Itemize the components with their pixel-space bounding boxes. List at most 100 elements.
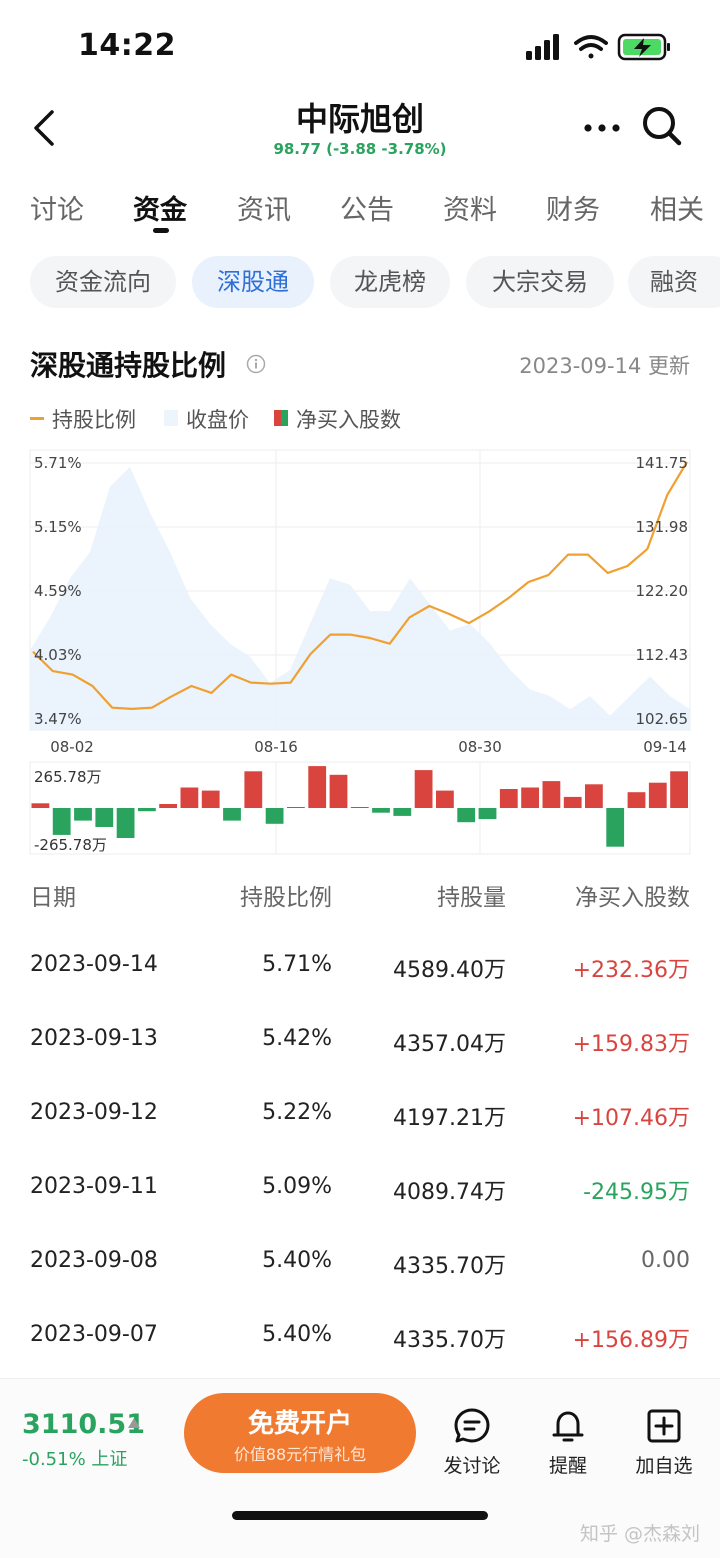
chip-margin[interactable]: 融资: [628, 256, 720, 308]
add-watchlist-button[interactable]: 加自选: [624, 1407, 704, 1478]
cell-net: 0.00: [641, 1248, 690, 1273]
cell-shares: 4197.21万: [393, 1106, 506, 1131]
post-discussion-button[interactable]: 发讨论: [432, 1407, 512, 1478]
th-date: 日期: [30, 885, 76, 911]
net-buy-bar: [244, 771, 263, 808]
net-buy-bar: [329, 774, 348, 808]
open-account-sublabel: 价值88元行情礼包: [233, 1445, 367, 1464]
cell-net: +107.46万: [572, 1106, 690, 1131]
legend-close: 收盘价: [186, 408, 249, 432]
cell-shares: 4357.04万: [393, 1032, 506, 1057]
net-buy-bar: [521, 787, 539, 808]
net-buy-bar: [457, 808, 476, 823]
bar-min-label: -265.78万: [34, 836, 107, 854]
x-tick-label: 08-02: [50, 738, 94, 756]
tab-profile[interactable]: 资料: [443, 195, 497, 226]
net-buy-bar: [670, 771, 688, 808]
chip-block-trade[interactable]: 大宗交易: [466, 256, 614, 308]
chip-dragon-tiger[interactable]: 龙虎榜: [330, 256, 450, 308]
net-buy-bar: [648, 782, 667, 808]
legend-ratio-swatch: [30, 417, 44, 420]
net-buy-bar: [74, 808, 92, 821]
cell-date: 2023-09-14: [30, 952, 158, 977]
net-buy-bar: [627, 792, 646, 808]
close-price-area: [30, 466, 690, 730]
cell-ratio: 5.40%: [262, 1248, 332, 1273]
alert-button[interactable]: 提醒: [528, 1407, 608, 1478]
x-tick-label: 09-14: [643, 738, 687, 756]
tab-announcements[interactable]: 公告: [340, 195, 394, 226]
net-buy-bar: [95, 808, 114, 827]
cell-net: +159.83万: [572, 1032, 690, 1057]
legend-net: 净买入股数: [296, 408, 401, 432]
x-tick-label: 08-16: [254, 738, 298, 756]
open-account-button[interactable]: 免费开户 价值88元行情礼包: [184, 1393, 416, 1473]
main-tabs: 讨论 资金 资讯 公告 资料 财务 相关: [0, 180, 720, 240]
index-change: -0.51% 上证: [22, 1449, 128, 1470]
net-buy-bar: [159, 804, 177, 808]
battery-charging-icon: [617, 33, 670, 61]
net-buy-bar: [393, 808, 412, 816]
table-row: 2023-09-13 5.42% 4357.04万 +159.83万: [0, 1004, 720, 1078]
table-row: 2023-09-14 5.71% 4589.40万 +232.36万: [0, 930, 720, 1004]
holding-ratio-chart: 5.71% 141.75 5.15% 131.98 4.59% 122.20 4.03% 11…: [29, 449, 691, 855]
tab-related[interactable]: 相关: [650, 195, 704, 226]
net-buy-bar: [31, 803, 50, 808]
y-left-tick-label: 4.59%: [34, 582, 82, 600]
chip-fund-flow[interactable]: 资金流向: [30, 256, 176, 308]
th-net: 净买入股数: [575, 885, 690, 911]
section-title: 深股通持股比例: [30, 349, 227, 382]
y-right-tick-label: 122.20: [636, 582, 689, 600]
open-account-label: 免费开户: [247, 1409, 352, 1439]
search-icon[interactable]: [640, 104, 684, 148]
sub-tabs: 资金流向 深股通 龙虎榜 大宗交易 融资: [0, 256, 720, 312]
cell-date: 2023-09-07: [30, 1322, 158, 1347]
y-right-tick-label: 112.43: [636, 646, 689, 664]
cell-ratio: 5.09%: [262, 1174, 332, 1199]
bar-max-label: 265.78万: [34, 768, 102, 786]
post-discussion-label: 发讨论: [443, 1455, 501, 1477]
alert-label: 提醒: [548, 1455, 587, 1477]
cell-ratio: 5.42%: [262, 1026, 332, 1051]
tab-discussion[interactable]: 讨论: [30, 195, 84, 226]
th-shares: 持股量: [437, 885, 506, 911]
y-right-tick-label: 131.98: [636, 518, 689, 536]
active-tab-indicator: [153, 228, 169, 233]
cell-net: +232.36万: [572, 958, 690, 983]
tab-financials[interactable]: 财务: [546, 195, 600, 226]
stock-name: 中际旭创: [295, 100, 424, 138]
back-icon[interactable]: [30, 108, 62, 148]
cell-ratio: 5.40%: [262, 1322, 332, 1347]
info-icon[interactable]: [246, 354, 266, 374]
bottom-bar: 3110.51 -0.51% 上证 免费开户 价值88元行情礼包 发讨论 提醒 …: [0, 1378, 720, 1558]
index-value: 3110.51: [22, 1409, 145, 1440]
cell-date: 2023-09-08: [30, 1248, 158, 1273]
cell-date: 2023-09-11: [30, 1174, 158, 1199]
y-left-tick-label: 4.03%: [34, 646, 82, 664]
cell-shares: 4335.70万: [393, 1254, 506, 1279]
net-buy-bar: [478, 808, 497, 820]
more-icon[interactable]: [582, 116, 622, 140]
net-buy-bar: [116, 808, 135, 838]
cell-date: 2023-09-12: [30, 1100, 158, 1125]
table-row: 2023-09-08 5.40% 4335.70万 0.00: [0, 1226, 720, 1300]
net-buy-bar: [563, 796, 582, 808]
cell-shares: 4335.70万: [393, 1328, 506, 1353]
net-buy-bar: [180, 787, 199, 808]
net-buy-bar: [350, 807, 369, 808]
net-buy-bar: [585, 784, 603, 808]
signal-icon: [526, 34, 559, 60]
tab-news[interactable]: 资讯: [237, 195, 291, 226]
legend-ratio: 持股比例: [52, 408, 136, 432]
chip-shenzhen-connect[interactable]: 深股通: [192, 256, 314, 308]
net-buy-bar: [372, 808, 390, 813]
net-buy-bar: [223, 808, 241, 821]
legend-net-swatch-down: [281, 410, 288, 426]
tab-funds[interactable]: 资金: [133, 195, 187, 226]
net-buy-bar: [436, 790, 454, 808]
cell-ratio: 5.22%: [262, 1100, 332, 1125]
net-buy-bar: [414, 770, 433, 808]
home-indicator[interactable]: [232, 1511, 488, 1520]
add-watchlist-icon: [647, 1409, 681, 1443]
net-buy-bar: [265, 808, 284, 824]
